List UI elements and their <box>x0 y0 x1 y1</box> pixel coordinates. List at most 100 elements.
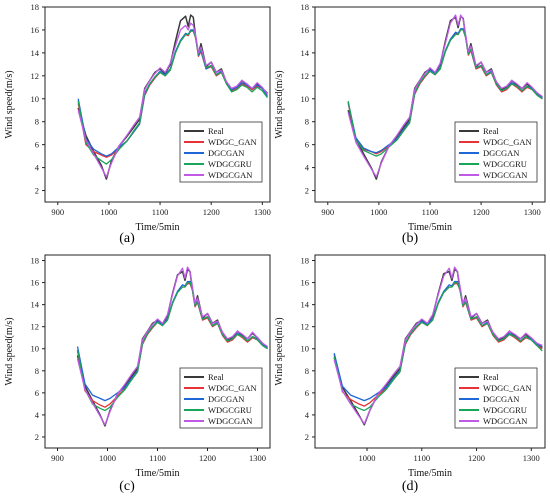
x-tick-label: 1200 <box>468 453 485 463</box>
x-tick-label: 1300 <box>524 207 541 217</box>
legend-entry: WDGC_GAN <box>483 137 532 147</box>
series-line-wdgcgru <box>347 29 543 157</box>
y-tick-label: 8 <box>305 117 309 127</box>
y-tick-label: 10 <box>31 94 40 104</box>
x-tick-label: 900 <box>321 207 334 217</box>
y-tick-label: 14 <box>31 300 40 310</box>
x-tick-label: 1300 <box>523 453 540 463</box>
y-tick-label: 6 <box>35 388 39 398</box>
y-tick-label: 2 <box>35 432 39 442</box>
legend-entry: WDGCGRU <box>208 405 252 415</box>
series-line-wdgcgan <box>347 14 543 178</box>
y-tick-label: 16 <box>31 278 40 288</box>
x-tick-label: 900 <box>51 453 64 463</box>
y-tick-label: 2 <box>305 186 309 196</box>
x-tick-label: 1100 <box>152 207 169 217</box>
plot-frame <box>314 254 546 449</box>
y-tick-label: 12 <box>301 71 310 81</box>
y-axis-label: Wind speed(m/s) <box>274 317 285 385</box>
x-tick-label: 1100 <box>413 453 430 463</box>
y-tick-label: 2 <box>35 186 39 196</box>
x-tick-label: 1000 <box>100 207 117 217</box>
y-tick-label: 4 <box>35 410 40 420</box>
x-axis-label: Time/5min <box>408 468 452 479</box>
y-tick-label: 10 <box>301 344 310 354</box>
chart-panel: 900 1000 1100 1200 1300 2 4 6 8 10 12 14 16 18 Time/5m… <box>4 2 271 246</box>
legend-entry: WDGC_GAN <box>208 383 257 393</box>
x-tick-label: 1000 <box>99 453 116 463</box>
y-tick-label: 12 <box>301 322 310 332</box>
y-tick-label: 18 <box>301 2 310 12</box>
legend-entry: DGCGAN <box>208 394 244 404</box>
y-axis-label: Wind speed(m/s) <box>4 70 15 138</box>
legend-entry: WDGC_GAN <box>483 383 532 393</box>
x-tick-label: 1000 <box>370 207 387 217</box>
series-line-wdgcgan <box>76 266 268 426</box>
panel-label: (c) <box>119 479 135 494</box>
legend-entry: DGCGAN <box>483 394 519 404</box>
y-tick-label: 14 <box>301 48 310 58</box>
legend-entry: WDGCGAN <box>483 170 527 180</box>
y-tick-label: 12 <box>31 322 40 332</box>
legend-entry: Real <box>483 372 499 382</box>
y-axis-label: Wind speed(m/s) <box>4 317 15 385</box>
chart-panel: 1000 1100 1200 1300 2 4 6 8 10 12 14 16 18 Time/5min W… <box>274 254 546 494</box>
legend-entry: Real <box>208 372 224 382</box>
y-tick-label: 10 <box>301 94 310 104</box>
x-tick-label: 1300 <box>254 207 271 217</box>
panel-label: (b) <box>402 231 419 246</box>
legend-entry: WDGCGAN <box>208 416 252 426</box>
panel-label: (d) <box>402 479 419 494</box>
y-tick-label: 4 <box>305 410 310 420</box>
y-tick-label: 16 <box>31 25 40 35</box>
x-tick-label: 900 <box>51 207 64 217</box>
x-axis-label: Time/5min <box>135 468 179 479</box>
y-tick-label: 12 <box>31 71 40 81</box>
y-axis-label: Wind speed(m/s) <box>274 70 285 138</box>
y-tick-label: 8 <box>35 117 39 127</box>
x-tick-label: 1300 <box>249 453 266 463</box>
y-tick-label: 18 <box>31 256 40 266</box>
legend-entry: DGCGAN <box>483 148 519 158</box>
legend-entry: WDGCGAN <box>208 170 252 180</box>
y-tick-label: 6 <box>35 140 39 150</box>
series-line-wdgcgru <box>333 281 543 412</box>
x-tick-label: 1200 <box>199 453 216 463</box>
y-tick-label: 18 <box>31 2 40 12</box>
y-tick-label: 10 <box>31 344 40 354</box>
y-tick-label: 6 <box>305 140 309 150</box>
y-tick-label: 14 <box>301 300 310 310</box>
x-tick-label: 1000 <box>359 453 376 463</box>
legend-entry: Real <box>483 126 499 136</box>
y-tick-label: 2 <box>305 432 309 442</box>
legend-entry: DGCGAN <box>208 148 244 158</box>
series-line-wdgcgru <box>77 30 268 165</box>
y-tick-label: 4 <box>35 163 40 173</box>
y-tick-label: 6 <box>305 388 309 398</box>
panel-label: (a) <box>119 231 135 246</box>
x-tick-label: 1100 <box>422 207 439 217</box>
y-tick-label: 4 <box>305 163 310 173</box>
series-line-wdgcgan <box>77 22 268 178</box>
x-axis-label: Time/5min <box>408 222 452 233</box>
y-tick-label: 16 <box>301 278 310 288</box>
legend-entry: WDGCGRU <box>208 159 252 169</box>
legend-entry: WDGCGRU <box>483 159 527 169</box>
legend-entry: WDGCGRU <box>483 405 527 415</box>
y-tick-label: 18 <box>301 256 310 266</box>
chart-panel: 900 1000 1100 1200 1300 2 4 6 8 10 12 14 16 18 Time/5m… <box>274 2 546 246</box>
x-tick-label: 1200 <box>473 207 490 217</box>
legend-entry: WDGC_GAN <box>208 137 257 147</box>
chart-panel: 900 1000 1100 1200 1300 2 4 6 8 10 12 14 16 18 Time/5m… <box>4 254 271 494</box>
x-tick-label: 1100 <box>149 453 166 463</box>
plot-frame <box>44 6 271 203</box>
x-axis-label: Time/5min <box>135 222 179 233</box>
y-tick-label: 8 <box>35 366 39 376</box>
y-tick-label: 14 <box>31 48 40 58</box>
legend-entry: WDGCGAN <box>483 416 527 426</box>
